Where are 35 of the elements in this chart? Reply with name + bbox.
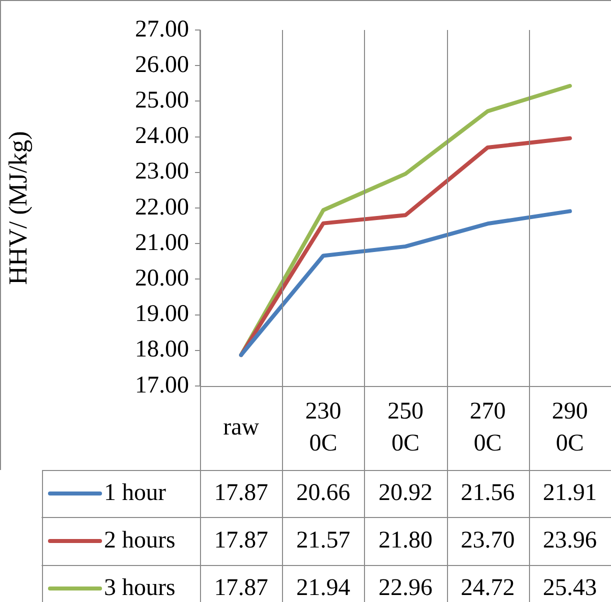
data-label: 21.80: [378, 527, 432, 554]
y-tick-label: 24.00: [135, 123, 189, 150]
data-label: 21.91: [542, 480, 597, 506]
data-label: 23.96: [542, 527, 597, 554]
data-label: 17.87: [214, 480, 268, 506]
legend-label: 1 hour: [104, 480, 166, 506]
data-label: 21.94: [296, 574, 350, 601]
data-label: 24.72: [460, 574, 515, 601]
data-label: 17.87: [214, 574, 268, 601]
y-tick-label: 26.00: [135, 52, 189, 78]
legend-label: 3 hours: [104, 574, 176, 601]
y-tick-label: 18.00: [135, 336, 189, 363]
data-label: 20.66: [296, 480, 350, 506]
y-tick-label: 22.00: [135, 194, 189, 220]
legend-label: 2 hours: [104, 527, 176, 554]
data-label: 25.43: [542, 574, 597, 601]
x-tick-label: raw: [223, 414, 260, 440]
y-tick-label: 19.00: [135, 301, 189, 328]
y-tick-label: 23.00: [135, 158, 189, 185]
data-label: 21.57: [296, 527, 350, 554]
y-tick-label: 27.00: [135, 16, 189, 42]
data-label: 20.92: [378, 480, 432, 506]
y-tick-label: 25.00: [135, 87, 189, 114]
data-label: 17.87: [214, 527, 268, 554]
x-tick-label: 250 0C: [388, 398, 424, 456]
data-label: 22.96: [378, 574, 432, 601]
data-label: 23.70: [460, 527, 515, 554]
y-tick-label: 20.00: [135, 265, 189, 292]
x-tick-label: 290 0C: [552, 398, 588, 456]
data-label: 21.56: [460, 480, 515, 506]
x-tick-label: 230 0C: [305, 398, 342, 456]
x-tick-label: 270 0C: [470, 398, 506, 456]
y-axis-title: HHV/ (MJ/kg): [3, 131, 32, 285]
y-tick-label: 21.00: [135, 230, 189, 256]
y-tick-label: 17.00: [135, 372, 189, 398]
